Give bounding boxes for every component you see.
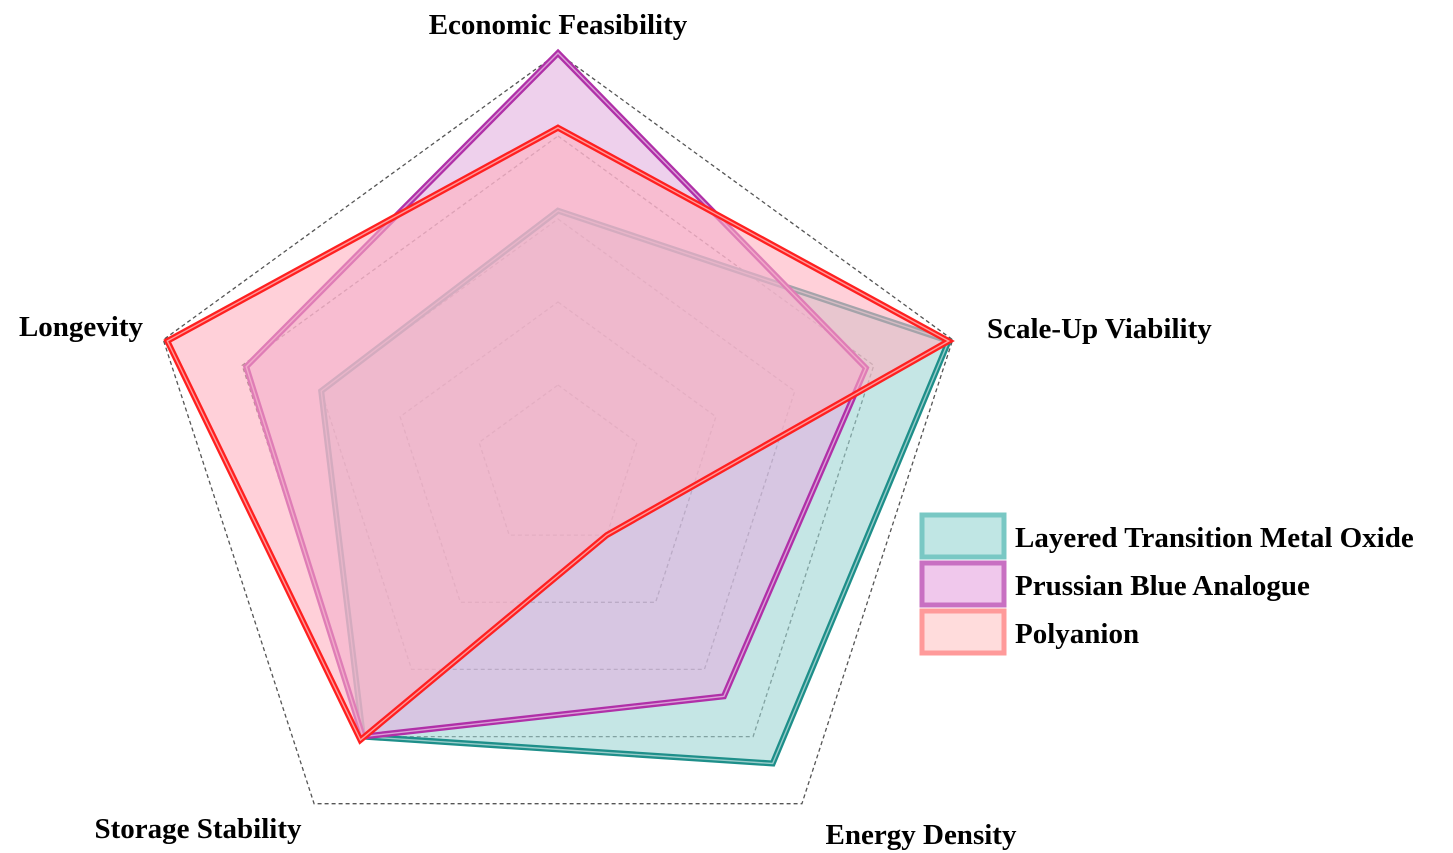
- axis-labels: Economic Feasibility Scale-Up Viability …: [19, 9, 1212, 851]
- series-area-polyanion: [167, 127, 949, 740]
- series-outline-highlight-polyanion: [166, 126, 951, 742]
- legend-label-layered-transition-metal-oxide: Layered Transition Metal Oxide: [1015, 522, 1414, 554]
- axis-label-energy-density: Energy Density: [826, 819, 1017, 851]
- legend-swatch-layered-transition-metal-oxide: [919, 512, 1007, 560]
- grid-ring-5: [162, 52, 954, 805]
- legend-swatch-prussian-blue-analogue: [919, 560, 1007, 608]
- legend-label-polyanion: Polyanion: [1015, 618, 1139, 650]
- axis-label-economic-feasibility: Economic Feasibility: [429, 9, 688, 41]
- legend-label-prussian-blue-analogue: Prussian Blue Analogue: [1015, 570, 1310, 602]
- legend: Layered Transition Metal Oxide Prussian …: [919, 512, 1414, 656]
- series-layer: [163, 48, 955, 767]
- legend-swatch-polyanion: [919, 608, 1007, 656]
- axis-label-storage-stability: Storage Stability: [94, 813, 302, 845]
- series-polyanion: [163, 124, 955, 745]
- axis-label-longevity: Longevity: [19, 311, 144, 343]
- axis-label-scale-up-viability: Scale-Up Viability: [987, 313, 1212, 345]
